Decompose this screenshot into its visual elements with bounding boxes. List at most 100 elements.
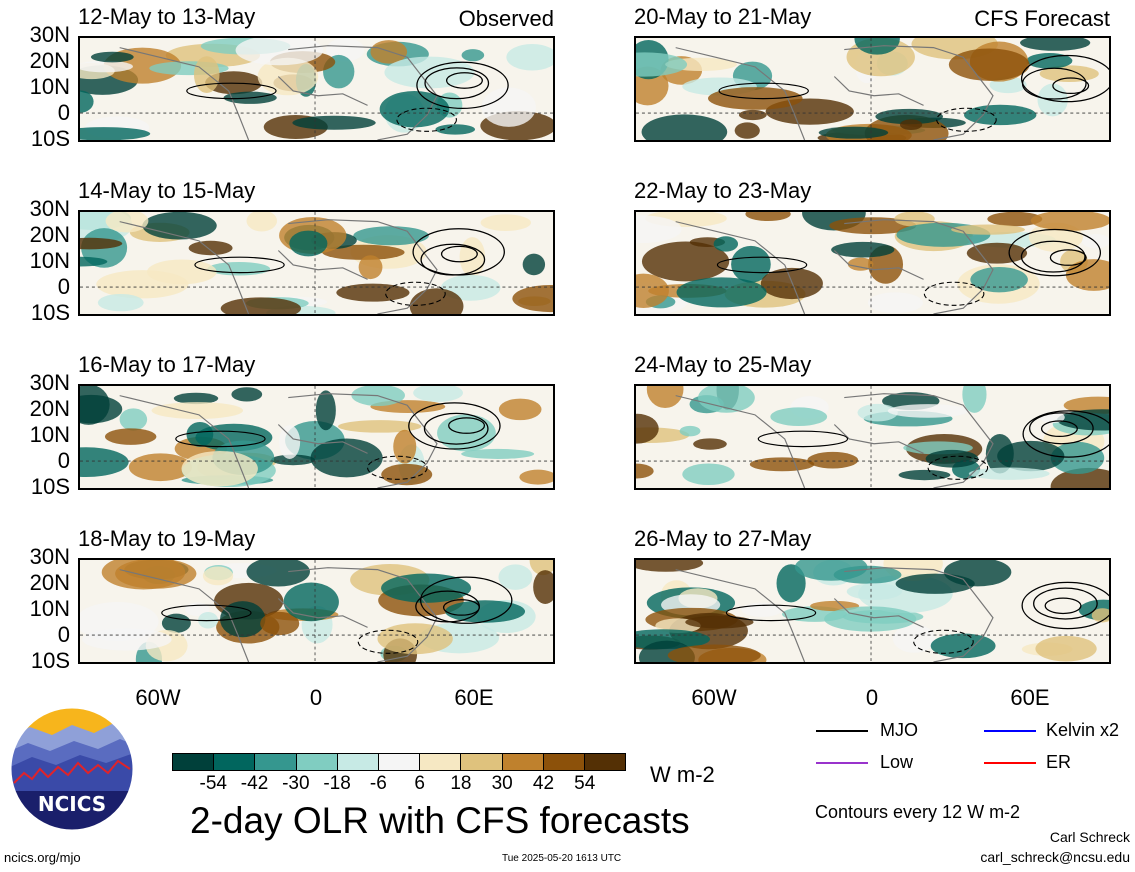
olr-anomaly-blob [898, 469, 951, 481]
colorbar-swatch [173, 754, 214, 770]
olr-anomaly-blob [310, 438, 383, 478]
legend-low-line [816, 762, 868, 764]
colorbar-swatch [501, 754, 543, 770]
olr-anomaly-blob [246, 212, 278, 232]
olr-map-panel [634, 36, 1111, 142]
olr-anomaly-blob [105, 212, 149, 233]
olr-anomaly-blob [506, 43, 553, 71]
olr-anomaly-blob [997, 440, 1065, 472]
legend-mjo-label: MJO [880, 720, 918, 740]
mjo-contour [757, 430, 849, 448]
source-url: ncics.org/mjo [4, 850, 81, 865]
colorbar-swatch [583, 754, 626, 770]
colorbar-swatch [336, 754, 378, 770]
mjo-contour [1049, 249, 1087, 266]
colorbar-label: -42 [240, 773, 269, 794]
olr-anomaly-blob [636, 413, 659, 444]
mjo-contour [423, 412, 489, 445]
olr-anomaly-blob [358, 255, 383, 280]
coastline [675, 567, 994, 662]
panel-title: 16-May to 17-May [78, 352, 256, 377]
lat-tick-label: 10N [29, 248, 70, 273]
colorbar [172, 753, 626, 771]
olr-anomaly-blob [667, 644, 761, 662]
olr-anomaly-blob [930, 633, 996, 659]
olr-anomaly-blob [636, 52, 688, 77]
olr-anomaly-blob [147, 259, 217, 285]
olr-anomaly-blob [987, 212, 1043, 227]
olr-anomaly-blob [887, 404, 969, 418]
olr-anomaly-blob [322, 244, 405, 260]
lat-tick-label: 0 [57, 622, 70, 647]
mjo-contour [416, 61, 509, 110]
olr-anomaly-blob [90, 51, 134, 63]
olr-anomaly-blob [161, 613, 191, 633]
olr-anomaly-blob [377, 623, 453, 655]
logo-text: NCICS [38, 792, 106, 816]
olr-anomaly-blob [1035, 635, 1097, 662]
lon-tick-label: 0 [865, 685, 879, 710]
olr-anomaly-blob [1050, 467, 1109, 488]
olr-anomaly-blob [104, 428, 157, 445]
mjo-contour [1020, 54, 1109, 103]
olr-anomaly-blob [142, 212, 217, 240]
mjo-contour [1040, 420, 1078, 438]
colorbar-swatch [254, 754, 296, 770]
olr-map [636, 560, 1109, 662]
olr-anomaly-blob [857, 403, 898, 422]
coastline [119, 393, 438, 488]
olr-anomaly-blob [807, 451, 859, 469]
lat-tick-label: 10S [30, 126, 70, 151]
mjo-contour-negative [936, 107, 997, 132]
olr-map-panel [78, 36, 555, 142]
mjo-contour [175, 430, 266, 448]
mjo-contour [716, 256, 808, 274]
mjo-contour [1029, 412, 1094, 445]
mjo-contour-negative [913, 629, 974, 654]
author-email: carl_schreck@ncsu.edu [980, 849, 1130, 865]
olr-anomaly-blob [846, 583, 903, 600]
legend-er-label: ER [1046, 752, 1072, 772]
coastline [675, 219, 994, 314]
legend-er-line [984, 762, 1036, 764]
olr-anomaly-blob [260, 611, 300, 636]
lat-tick-label: 10S [30, 474, 70, 499]
mjo-contour-negative [367, 455, 428, 480]
lat-tick-label: 0 [57, 274, 70, 299]
lon-tick-label: 60E [454, 685, 494, 710]
olr-map-panel [78, 558, 555, 664]
colorbar-label: 54 [574, 773, 596, 794]
olr-anomaly-blob [336, 283, 410, 302]
coastline [675, 45, 994, 140]
mjo-contour [440, 245, 478, 263]
olr-anomaly-blob [641, 241, 730, 282]
olr-anomaly-blob [734, 122, 760, 139]
olr-anomaly-blob [220, 601, 266, 638]
olr-anomaly-blob [80, 394, 123, 424]
olr-map [636, 38, 1109, 140]
lon-tick-label: 0 [309, 685, 323, 710]
olr-anomaly-blob [413, 386, 463, 402]
lat-tick-label: 10N [29, 422, 70, 447]
coastline [119, 219, 438, 314]
colorbar-label: -6 [369, 773, 387, 794]
olr-map-panel [634, 384, 1111, 490]
mjo-contour-negative [927, 455, 989, 480]
lat-tick-label: 30N [29, 544, 70, 569]
colorbar-label: 18 [450, 773, 472, 794]
lon-tick-label: 60W [691, 685, 737, 710]
olr-anomaly-blob [770, 407, 828, 427]
olr-anomaly-blob [824, 606, 917, 632]
olr-anomaly-blob [461, 448, 535, 459]
olr-anomaly-blob [80, 237, 123, 250]
mjo-contour [1022, 410, 1109, 458]
coastline [119, 45, 438, 140]
olr-anomaly-blob [749, 457, 815, 472]
olr-anomaly-blob [271, 454, 316, 466]
olr-map [80, 38, 553, 140]
olr-anomaly-blob [193, 56, 220, 94]
olr-map [636, 212, 1109, 314]
olr-map [636, 386, 1109, 488]
olr-anomaly-blob [292, 115, 376, 130]
lat-tick-label: 10S [30, 648, 70, 673]
